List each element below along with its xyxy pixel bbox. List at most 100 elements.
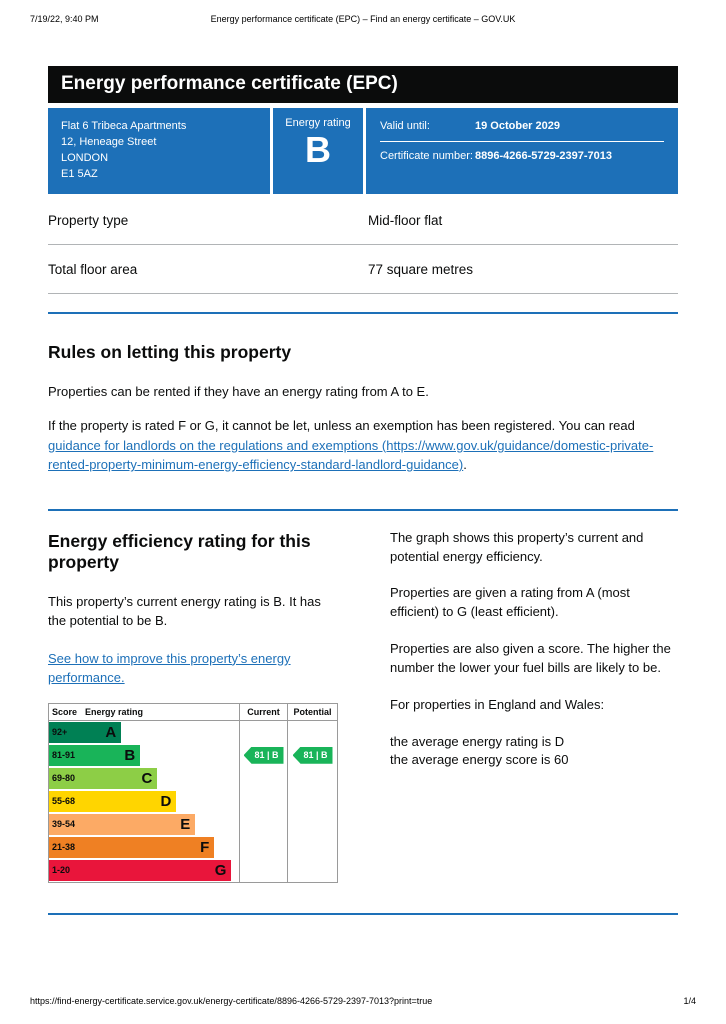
epc-band-e: 39-54 E [49,813,196,835]
certificate-number-value: 8896-4266-5729-2397-7013 [475,149,613,162]
chart-score-header: Score [52,706,78,717]
improve-performance-paragraph: See how to improve this property’s energ… [48,649,338,688]
efficiency-rating-intro: This property’s current energy rating is… [48,593,321,629]
property-details-table: Property type Mid-floor flat Total floor… [48,196,678,294]
epc-band-row: 81-91 B 81 | B 81 | B [49,743,337,767]
property-detail-value: Mid-floor flat [368,212,443,228]
chart-rating-header: Energy rating [85,706,144,717]
efficiency-rating-heading: Energy efficiency rating for this proper… [48,530,311,572]
certificate-validity-box: Valid until: 19 October 2029 Certificate… [366,107,678,194]
property-detail-row: Property type Mid-floor flat [48,196,678,245]
explanation-paragraph: the average energy rating is D the avera… [390,733,569,768]
certificate-summary-banner: Flat 6 Tribeca Apartments 12, Heneage St… [48,107,678,194]
address-line-2: 12, Heneage Street [61,135,157,148]
improve-performance-link[interactable]: See how to improve this property’s energ… [48,650,291,686]
energy-rating-value: B [305,128,331,170]
property-detail-value: 77 square metres [368,261,474,277]
epc-band-row: 92+ A [49,720,337,744]
band-score-range: 92+ [52,727,68,738]
epc-band-g: 1-20 G [49,859,232,881]
potential-rating-cell [287,766,337,790]
current-rating-cell [239,812,287,836]
band-score-range: 55-68 [52,796,76,807]
band-score-range: 69-80 [52,773,76,784]
current-rating-cell [239,720,287,744]
current-rating-arrow: 81 | B [243,746,284,764]
page-title: Energy performance certificate (EPC) [61,73,398,94]
address-line-3: LONDON [61,151,109,164]
address-line-1: Flat 6 Tribeca Apartments [61,119,187,132]
current-rating-cell [239,766,287,790]
property-detail-label: Property type [48,212,129,228]
print-datetime: 7/19/22, 9:40 PM [30,14,99,24]
potential-rating-cell: 81 | B [287,743,337,767]
valid-until-value: 19 October 2029 [475,119,560,132]
band-score-range: 21-38 [52,842,76,853]
epc-band-f: 21-38 F [49,836,215,858]
landlord-guidance-link[interactable]: guidance for landlords on the regulation… [48,437,654,473]
property-detail-label: Total floor area [48,261,138,277]
print-footer-url: https://find-energy-certificate.service.… [30,996,433,1006]
band-letter: F [200,838,210,856]
epc-chart-rows: 92+ A 81-91 B 81 | B 81 | B 69-80 C 55-68 D 39-54 E… [49,720,337,882]
certificate-title-banner: Energy performance certificate (EPC) [48,66,678,103]
band-letter: A [105,723,117,741]
letting-rules-paragraph-1: Properties can be rented if they have an… [48,383,429,399]
current-rating-cell [239,789,287,813]
certificate-number-label: Certificate number: [380,149,473,162]
epc-band-row: 39-54 E [49,812,337,836]
explanation-paragraph: For properties in England and Wales: [390,696,605,712]
print-page-title: Energy performance certificate (EPC) – F… [210,14,516,24]
potential-rating-cell [287,835,337,859]
band-score-range: 1-20 [52,865,71,876]
efficiency-rating-left-column: Energy efficiency rating for this proper… [48,519,338,883]
validity-divider [380,140,664,142]
band-letter: C [141,769,153,787]
explanation-paragraph: Properties are given a rating from A (mo… [390,585,630,620]
current-rating-cell: 81 | B [239,743,287,767]
epc-band-a: 92+ A [49,721,122,743]
chart-potential-header: Potential [287,703,337,720]
letting-rules-text-after-link: . [463,457,467,473]
epc-rating-chart: Score Energy rating Current Potential 92… [48,702,338,883]
valid-until-label: Valid until: [380,119,430,132]
efficiency-rating-section: Energy efficiency rating for this proper… [48,519,678,883]
letting-rules-heading: Rules on letting this property [48,341,292,362]
current-rating-cell [239,835,287,859]
band-letter: G [214,861,227,879]
band-score-range: 39-54 [52,819,76,830]
epc-band-row: 21-38 F [49,835,337,859]
letting-rules-text-before-link: If the property is rated F or G, it cann… [48,418,635,434]
epc-chart-header: Score Energy rating Current Potential [49,703,337,721]
potential-rating-cell [287,789,337,813]
energy-rating-box: Energy rating B [273,107,363,194]
epc-band-b: 81-91 B [49,744,141,766]
section-divider [48,912,678,915]
print-page-indicator: 1/4 [683,996,696,1006]
browser-print-footer: https://find-energy-certificate.service.… [30,996,696,1006]
certificate-content: Energy performance certificate (EPC) Fla… [48,66,678,915]
epc-band-row: 1-20 G [49,858,337,882]
potential-rating-cell [287,720,337,744]
explanation-paragraph: The graph shows this property’s current … [390,529,644,564]
efficiency-explanation-column: The graph shows this property’s current … [390,519,678,883]
property-detail-row: Total floor area 77 square metres [48,245,678,294]
chart-current-header: Current [239,703,287,720]
energy-rating-label: Energy rating [285,116,351,129]
potential-rating-cell [287,858,337,882]
band-score-range: 81-91 [52,750,76,761]
epc-band-row: 55-68 D [49,789,337,813]
epc-band-d: 55-68 D [49,790,177,812]
band-letter: D [160,792,172,810]
address-line-4: E1 5AZ [61,167,98,180]
band-letter: E [180,815,191,833]
potential-rating-cell [287,812,337,836]
epc-band-c: 69-80 C [49,767,158,789]
letting-rules-paragraph-2: If the property is rated F or G, it cann… [48,416,678,475]
section-divider [48,311,678,314]
current-rating-cell [239,858,287,882]
property-address: Flat 6 Tribeca Apartments 12, Heneage St… [48,107,270,194]
section-divider [48,508,678,511]
epc-band-row: 69-80 C [49,766,337,790]
